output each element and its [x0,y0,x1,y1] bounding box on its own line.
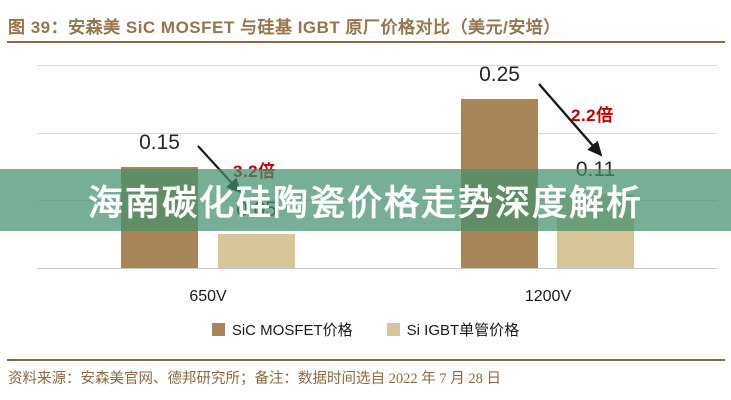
legend-label-sic-mosfet: SiC MOSFET价格 [231,322,353,339]
x-axis-line [37,268,717,269]
legend-item-si-igbt: Si IGBT单管价格 [386,319,520,340]
watermark-banner-text: 海南碳化硅陶瓷价格走势深度解析 [87,183,643,223]
gridline-0.3 [37,65,717,66]
bar-650V-si-igbt [218,234,295,268]
value-label-1200V-sic-mosfet: 0.25 [479,63,520,86]
x-axis-label-650v: 650V [189,288,227,305]
source-note: 资料来源：安森美官网、德邦研究所；备注：数据时间选自 2022 年 7 月 28… [8,371,501,387]
legend-label-si-igbt: Si IGBT单管价格 [406,322,520,339]
x-axis-label-1200v: 1200V [524,288,572,305]
chart-legend: SiC MOSFET价格 Si IGBT单管价格 [0,319,731,340]
legend-item-sic-mosfet: SiC MOSFET价格 [211,319,353,340]
figure-title: 图 39：安森美 SiC MOSFET 与硅基 IGBT 原厂价格对比（美元/安… [8,18,561,37]
value-label-650V-sic-mosfet: 0.15 [139,131,180,154]
gridline-0.2 [37,133,717,134]
title-divider [7,41,725,43]
legend-swatch-si-igbt [386,323,400,336]
footer-divider [7,359,725,361]
ratio-annotation-1200v: 2.2倍 [571,106,614,125]
watermark-banner: 海南碳化硅陶瓷价格走势深度解析 [0,169,731,231]
legend-swatch-sic-mosfet [211,323,225,336]
